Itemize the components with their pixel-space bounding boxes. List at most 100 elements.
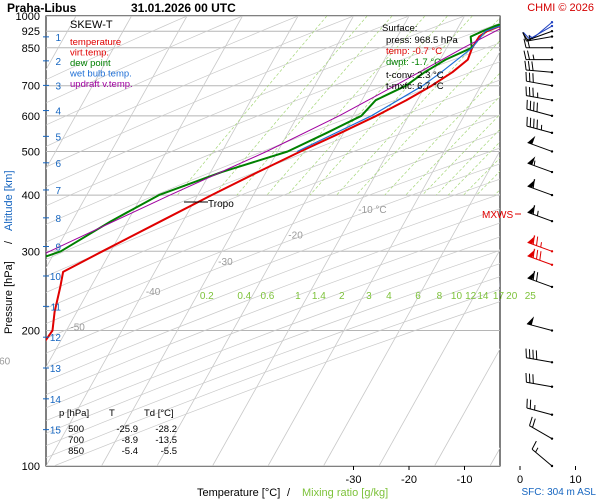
wind-barb xyxy=(524,60,554,74)
legend-item: dew point xyxy=(70,58,111,69)
isotherm-line xyxy=(489,447,500,466)
legend-item: wet bulb temp. xyxy=(69,69,132,80)
legend-item: temperature xyxy=(70,37,121,48)
station-title: Praha-Libus xyxy=(7,1,77,15)
isotherm-line xyxy=(323,150,500,466)
isotherm-label: -40 xyxy=(146,287,161,298)
pressure-tick: 700 xyxy=(22,81,40,93)
altitude-tick: 1 xyxy=(55,33,61,44)
curve-layer xyxy=(46,23,500,342)
mixing-ratio-label: 0.2 xyxy=(200,291,214,302)
mixing-ratio-label: 1 xyxy=(295,291,301,302)
mixing-ratio-label: 14 xyxy=(477,291,489,302)
x-axis-title: Temperature [°C] / Mixing ratio [g/kg] xyxy=(197,487,388,499)
mixing-ratio-line xyxy=(236,16,393,196)
table-cell: -5.5 xyxy=(161,446,177,457)
x-axis-title-temperature: Temperature [°C] xyxy=(197,487,280,499)
isotherm-label: -50 xyxy=(70,323,85,334)
dry-adiabat xyxy=(46,16,299,126)
mixing-ratio-label: 6 xyxy=(415,291,421,302)
x-axis-title-mixing: Mixing ratio [g/kg] xyxy=(302,487,388,499)
isotherm-line xyxy=(378,249,500,466)
wind-barb xyxy=(527,248,554,266)
altitude-tick: 13 xyxy=(50,364,62,375)
mixing-ratio-line xyxy=(355,40,500,196)
dry-adiabat xyxy=(46,263,500,434)
pressure-tick: 400 xyxy=(22,190,40,202)
surface-tmxfc: t-mxfc: 6.7 °C xyxy=(386,81,444,92)
dry-adiabat xyxy=(46,147,500,324)
table-cell: -28.2 xyxy=(155,424,177,435)
y-axis-title: Pressure [hPa] / Altitude [km] xyxy=(3,170,15,334)
isotherm-line xyxy=(46,16,188,269)
isotherm-label: -10 °C xyxy=(358,205,386,216)
dry-adiabat xyxy=(46,79,500,260)
mixing-ratio-line xyxy=(177,16,328,196)
mixing-ratio-line xyxy=(447,141,500,196)
wind-barb xyxy=(523,38,554,49)
mixing-ratio-line xyxy=(213,16,368,196)
temperature-axis: -30-20-10010203040 xyxy=(346,466,582,486)
altitude-tick: 3 xyxy=(55,81,61,92)
dry-adiabat xyxy=(46,61,500,243)
dry-adiabat xyxy=(46,16,188,81)
mixing-ratio-label: 20 xyxy=(506,291,518,302)
dry-adiabat xyxy=(46,131,500,309)
wind-barbs xyxy=(522,21,554,468)
mixing-ratio-line xyxy=(384,72,500,196)
wind-barb xyxy=(526,398,554,416)
table-cell: -5.4 xyxy=(122,446,138,457)
dry-adiabat xyxy=(46,16,410,168)
table-cell: -13.5 xyxy=(155,435,177,446)
wind-barb xyxy=(526,316,554,332)
surface-press: press: 968.5 hPa xyxy=(386,35,459,46)
wind-barb xyxy=(531,440,554,468)
mixing-ratio-label: 0.6 xyxy=(260,291,274,302)
altitude-tick: 10 xyxy=(50,272,62,283)
dry-adiabat xyxy=(46,178,500,354)
mixing-ratio-label: 0.4 xyxy=(237,291,251,302)
pressure-axis: 100 200 300 400 500 600 700 850 925 1000 xyxy=(16,11,40,473)
altitude-tick: 4 xyxy=(55,107,61,118)
isotherm-label: -60 xyxy=(0,357,11,368)
mixing-ratio-label: 8 xyxy=(437,291,443,302)
temperature-tick: 0 xyxy=(517,474,523,486)
wind-barb xyxy=(526,99,554,118)
surface-title: Surface: xyxy=(382,23,417,34)
pressure-tick: 200 xyxy=(22,326,40,338)
dry-adiabat xyxy=(46,97,500,277)
isotherm-line xyxy=(46,16,132,170)
wind-barb xyxy=(527,135,554,153)
tropopause-marker: Tropo xyxy=(184,199,234,210)
pressure-tick: 300 xyxy=(22,246,40,258)
mixing-ratio-line xyxy=(287,16,448,196)
mixing-ratio-label: 25 xyxy=(525,291,537,302)
wind-barb xyxy=(527,156,554,174)
isotherm-line xyxy=(546,16,600,466)
dry-adiabat xyxy=(46,163,500,339)
max-wind-label: MXWS xyxy=(482,210,513,221)
pressure-tick: 100 xyxy=(22,461,40,473)
table-cell: -25.9 xyxy=(116,424,138,435)
wind-barb xyxy=(527,270,554,289)
level-table: p [hPa] T Td [°C] 500 -25.9 -28.2 700 -8.9 -13.5… xyxy=(59,408,177,457)
wind-barb xyxy=(525,86,554,102)
wind-barb xyxy=(525,71,554,87)
tropopause-label: Tropo xyxy=(208,199,234,210)
wind-barb xyxy=(525,373,554,388)
surface-elevation-label: SFC: 304 m ASL xyxy=(522,487,597,498)
wind-barb xyxy=(526,116,554,135)
surface-tconv: t-conv: 2.3 °C xyxy=(386,70,444,81)
dry-adiabat xyxy=(46,208,500,382)
wind-barb xyxy=(528,21,554,40)
pressure-tick: 1000 xyxy=(16,11,40,23)
temperature-tick: -20 xyxy=(401,474,417,486)
dry-adiabat xyxy=(46,193,500,368)
temperature-tick: -30 xyxy=(346,474,362,486)
wind-barb xyxy=(523,50,554,61)
table-header: Td [°C] xyxy=(144,408,174,419)
y-axis-title-pressure: Pressure [hPa] xyxy=(3,261,15,334)
